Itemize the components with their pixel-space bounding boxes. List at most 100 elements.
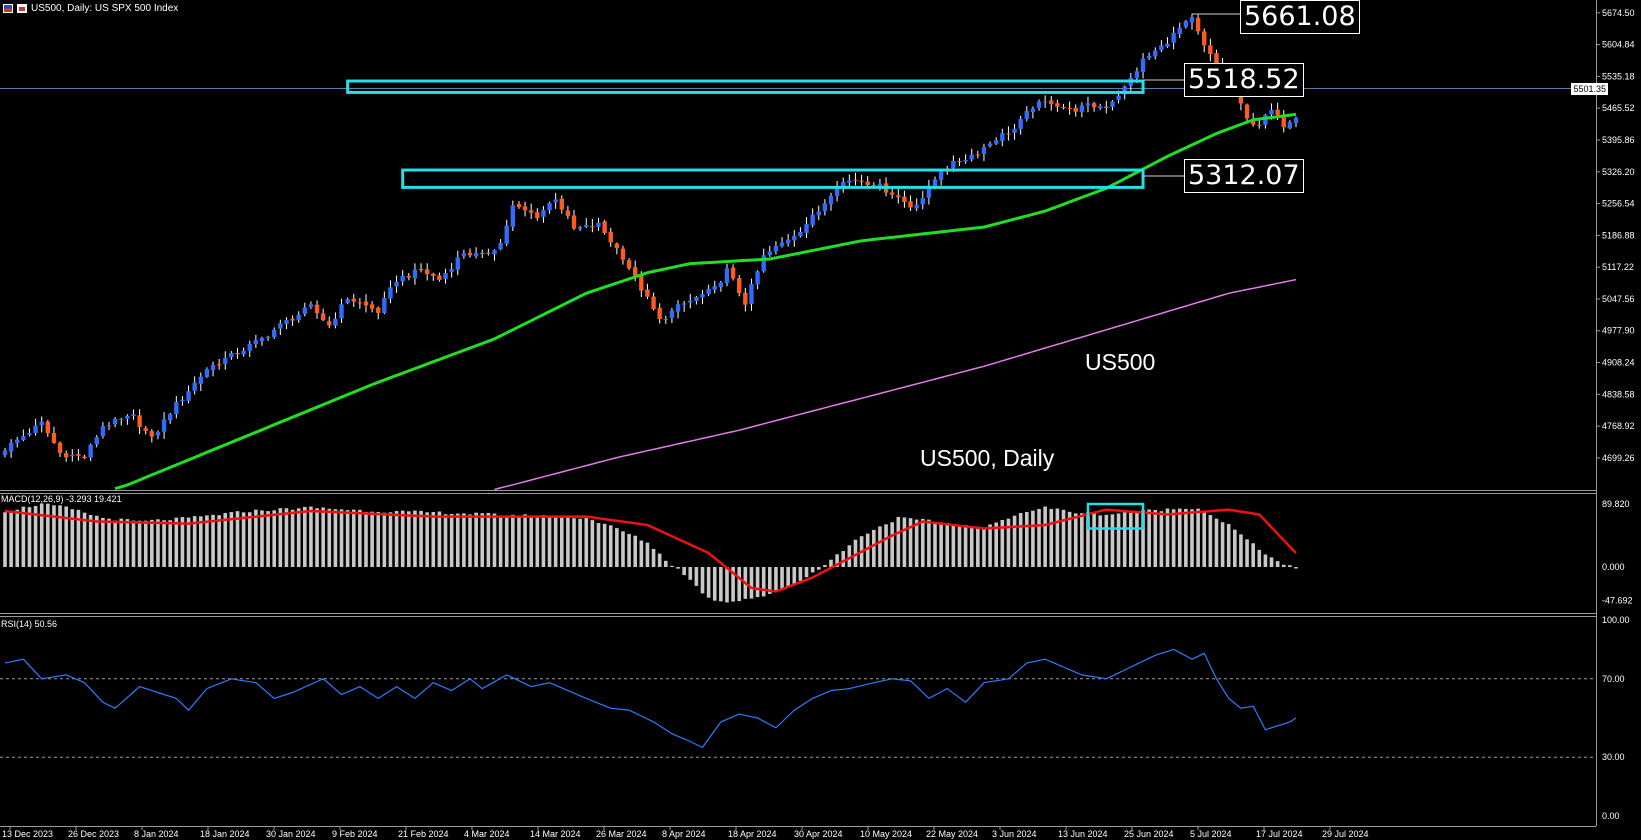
macd-bar	[1049, 508, 1054, 567]
bull-candle	[938, 171, 944, 180]
macd-bar	[676, 567, 680, 569]
macd-bar	[541, 515, 546, 567]
macd-bar	[198, 516, 203, 567]
macd-bar	[700, 567, 705, 594]
bull-candle	[810, 214, 815, 226]
macd-bar	[737, 567, 742, 602]
bear-candle	[639, 274, 644, 291]
bear-candle	[320, 313, 326, 321]
macd-bar	[578, 518, 582, 567]
macd-bar	[174, 517, 179, 567]
macd-bar	[107, 518, 111, 567]
bull-candle	[596, 222, 601, 227]
price-tick-label: 5465.52	[1602, 103, 1635, 113]
bull-candle	[804, 224, 809, 234]
bull-candle	[15, 439, 20, 444]
macd-bar	[976, 526, 980, 567]
bull-candle	[382, 298, 387, 313]
time-tick-label: 18 Jan 2024	[200, 829, 250, 839]
bear-candle	[657, 307, 662, 320]
bull-candle	[278, 323, 283, 329]
macd-bar	[480, 513, 485, 567]
bull-candle	[1012, 128, 1017, 133]
macd-bar	[1220, 522, 1225, 567]
bull-candle	[455, 257, 460, 270]
high-callout: 5661.08	[1240, 0, 1360, 34]
time-tick-label: 8 Jan 2024	[134, 829, 179, 839]
macd-bar	[1129, 512, 1133, 567]
macd-bar	[1196, 508, 1200, 567]
bull-candle	[926, 185, 932, 198]
bear-candle	[327, 321, 332, 326]
macd-bar	[853, 539, 858, 567]
bull-candle	[504, 225, 509, 244]
bull-candle	[981, 147, 987, 154]
bull-candle	[663, 318, 668, 320]
macd-bar	[615, 528, 619, 567]
bear-candle	[889, 192, 895, 195]
macd-bar	[682, 567, 686, 576]
price-tick-label: 5117.22	[1602, 262, 1634, 272]
price-tick-label: 5047.56	[1602, 294, 1635, 304]
time-tick-label: 10 May 2024	[860, 829, 912, 839]
bull-candle	[773, 245, 779, 252]
macd-bar	[284, 508, 289, 567]
macd-bar	[486, 512, 491, 567]
bear-candle	[376, 307, 381, 313]
bull-candle	[1030, 108, 1036, 112]
price-tick-label: 4908.24	[1602, 358, 1635, 368]
bear-candle	[45, 421, 51, 434]
bear-candle	[1281, 115, 1286, 128]
time-tick-label: 30 Apr 2024	[794, 829, 843, 839]
price-tick-label: 4699.26	[1602, 453, 1635, 463]
bull-candle	[547, 202, 552, 211]
bull-candle	[180, 399, 185, 402]
bull-candle	[247, 343, 252, 351]
macd-bar	[407, 511, 411, 567]
bull-candle	[229, 352, 234, 358]
bull-candle	[461, 253, 467, 257]
macd-bar	[241, 512, 246, 567]
macd-bar	[1110, 514, 1115, 567]
macd-bar	[621, 531, 625, 567]
macd-bar	[939, 522, 943, 567]
bear-candle	[743, 292, 748, 305]
bull-candle	[822, 203, 828, 212]
macd-bar	[339, 509, 344, 567]
rsi-tick-label: 70.00	[1602, 674, 1625, 684]
bull-candle	[333, 318, 338, 326]
macd-bar	[712, 567, 717, 601]
bull-candle	[192, 382, 197, 391]
bull-candle	[987, 143, 993, 146]
bull-candle	[308, 304, 314, 308]
bull-candle	[259, 338, 265, 342]
macd-bar	[131, 520, 136, 567]
macd-bar	[1159, 511, 1164, 567]
bull-candle	[963, 159, 968, 162]
macd-bar	[688, 567, 693, 580]
bear-candle	[1238, 93, 1244, 104]
macd-bar	[1037, 508, 1041, 567]
macd-bar	[498, 515, 503, 567]
bear-candle	[516, 204, 522, 208]
macd-bar	[192, 516, 197, 567]
lower-level-callout: 5312.07	[1184, 159, 1304, 193]
macd-bar	[474, 512, 478, 567]
macd-bar	[162, 520, 166, 567]
price-tick-label: 5535.18	[1602, 71, 1635, 81]
macd-bar	[492, 513, 497, 567]
macd-bar	[890, 522, 894, 567]
bear-candle	[608, 231, 613, 243]
macd-bar	[143, 520, 148, 567]
bull-candle	[1171, 32, 1176, 43]
macd-bar	[296, 508, 301, 567]
bull-candle	[498, 242, 503, 250]
macd-bar	[786, 567, 790, 588]
macd-bar	[945, 522, 950, 567]
time-tick-label: 29 Jul 2024	[1322, 829, 1369, 839]
macd-bar	[884, 524, 888, 567]
time-tick-label: 25 Jun 2024	[1124, 829, 1174, 839]
macd-bar	[39, 503, 44, 567]
bear-candle	[437, 275, 442, 280]
